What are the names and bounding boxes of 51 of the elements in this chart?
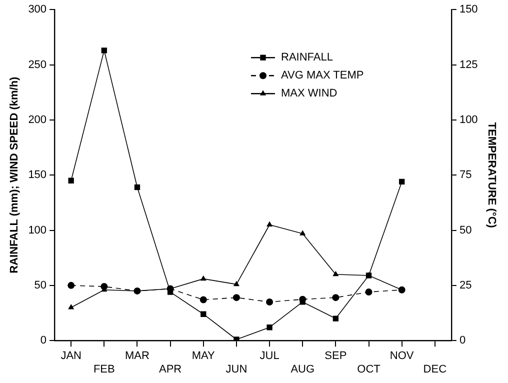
point [399,178,405,185]
point [134,184,140,190]
x-tick-label: MAR [125,350,150,362]
x-tick-label: JUL [260,350,280,362]
y2-tick-label: 150 [459,4,478,16]
y2-tick-label: 0 [459,334,466,347]
point [68,304,74,310]
point [101,48,107,54]
point [300,230,306,236]
x-tick-label: MAY [192,350,216,362]
x-tick-label: DEC [423,363,447,376]
x-tick-label: SEP [324,350,347,362]
point [332,294,340,302]
x-tick-label: FEB [93,363,115,376]
legend-label: AVG MAX TEMP [281,70,364,82]
point [266,221,273,226]
x-tick-label: AUG [290,363,315,376]
y-tick-label: 300 [28,4,47,16]
y2-tick-label: 125 [459,58,478,71]
y-tick-label: 100 [28,224,47,236]
y-axis-title: RAINFALL (mm); WIND SPEED (km/h) [8,76,21,274]
legend-label: RAINFALL [281,52,333,64]
point [200,275,206,281]
point [266,324,272,330]
y-tick-label: 0 [40,334,47,347]
point [266,298,274,306]
point [332,270,339,276]
point [332,316,339,322]
legend-label: MAX WIND [281,88,338,100]
point [232,294,240,302]
y-tick-label: 150 [28,169,47,182]
x-tick-label: NOV [390,350,414,362]
point [365,288,372,296]
x-tick-label: JAN [60,350,82,362]
point [200,311,206,317]
y2-tick-label: 50 [459,224,472,236]
x-tick-label: OCT [357,363,381,376]
y2-tick-label: 75 [459,169,472,182]
point [68,178,74,184]
point [68,282,75,289]
x-tick-label: APR [159,363,182,376]
y2-tick-label: 100 [459,114,478,126]
point [200,296,207,304]
y-tick-label: 50 [34,279,47,292]
point [233,280,240,286]
point [100,283,108,290]
x-tick-label: JUN [226,363,248,376]
y2-axis-title: TEMPERATURE (°C) [485,122,498,228]
y-tick-label: 250 [28,58,47,71]
y-tick-label: 200 [28,114,47,126]
y2-tick-label: 25 [459,279,472,292]
